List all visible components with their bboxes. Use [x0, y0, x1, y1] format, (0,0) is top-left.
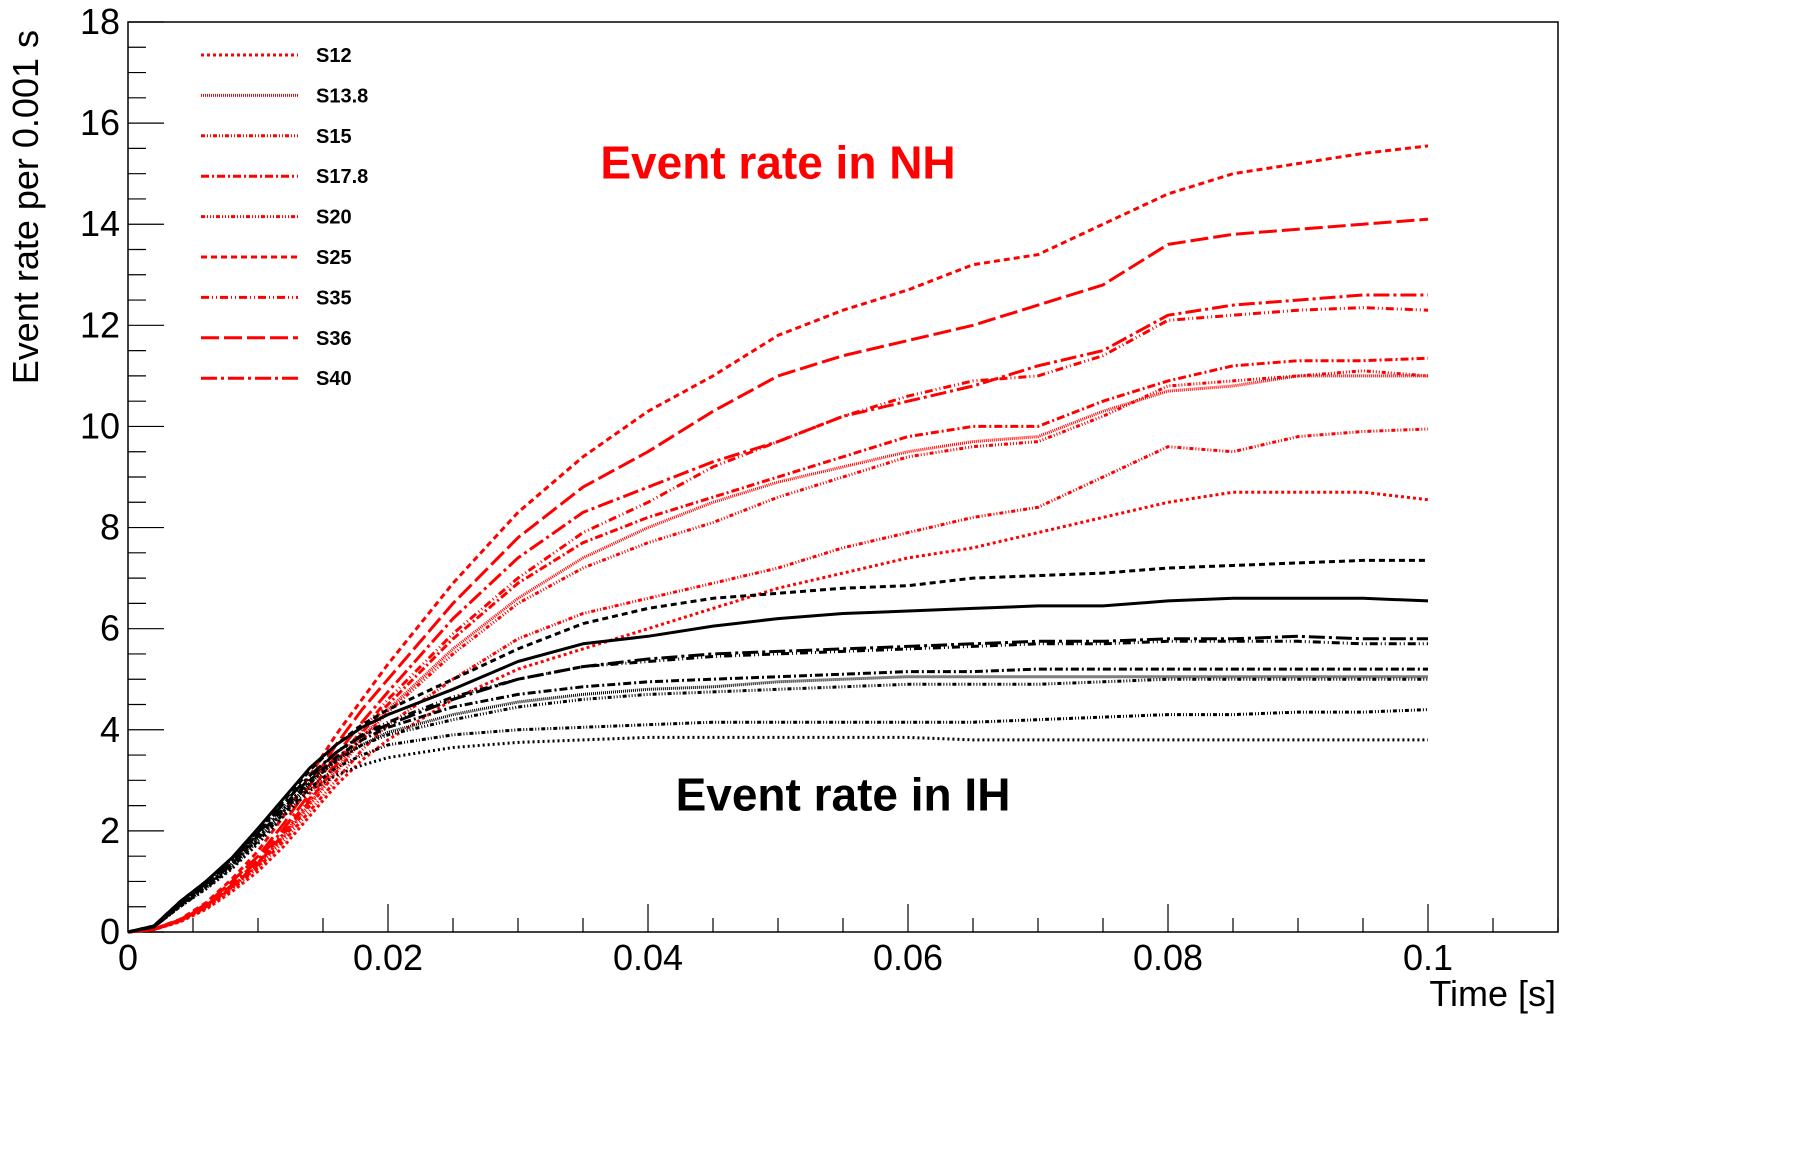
x-tick-label: 0.02 — [353, 937, 423, 978]
x-tick-label: 0.1 — [1403, 937, 1453, 978]
x-tick-label: 0.08 — [1133, 937, 1203, 978]
annotations: Event rate in NH Event rate in IH — [600, 137, 1010, 821]
y-axis-title: Event rate per 0.001 s — [5, 30, 46, 384]
y-tick-label: 16 — [80, 102, 120, 143]
legend-label: S35 — [316, 287, 352, 309]
x-tick-label: 0 — [118, 937, 138, 978]
y-tick-label: 0 — [100, 911, 120, 952]
y-tick-label: 18 — [80, 1, 120, 42]
y-tick-label: 10 — [80, 405, 120, 446]
series-line-nh-s25 — [127, 144, 1429, 934]
series-line-nh-s35 — [127, 306, 1429, 934]
legend-label: S40 — [316, 368, 352, 390]
legend-label: S17.8 — [316, 166, 368, 188]
legend-label: S12 — [316, 45, 352, 67]
series-line-ih-s36 — [127, 596, 1429, 934]
series-layer — [127, 144, 1429, 934]
y-tick-label: 6 — [100, 608, 120, 649]
y-tick-label: 14 — [80, 203, 120, 244]
legend: S12 S13.8 S15 S17.8 S20 S25 S35 S36 S40 — [180, 36, 390, 396]
legend-label: S36 — [316, 328, 352, 350]
annotation-label: Event rate in IH — [676, 769, 1011, 821]
legend-label: S15 — [316, 126, 352, 148]
annotation-label: Event rate in NH — [600, 137, 955, 189]
series-line-nh-s12 — [127, 490, 1429, 934]
series-line-ih-s20 — [127, 677, 1428, 934]
y-tick-label: 8 — [100, 507, 120, 548]
y-tick-label: 2 — [100, 810, 120, 851]
series-line-nh-s15 — [127, 427, 1429, 934]
legend-label: S25 — [316, 247, 352, 269]
y-tick-label: 4 — [100, 709, 120, 750]
y-tick-label: 12 — [80, 304, 120, 345]
y-axis: 0 2 4 6 8 10 12 14 16 18 — [80, 1, 164, 952]
series-line-nh-s40 — [127, 293, 1428, 934]
series-line-nh-s17-8 — [127, 356, 1429, 934]
legend-label: S20 — [316, 207, 352, 229]
series-line-nh-s20 — [127, 369, 1429, 934]
x-axis-title: Time [s] — [1429, 973, 1556, 1014]
series-line-nh-s36 — [127, 217, 1429, 934]
x-tick-label: 0.06 — [873, 937, 943, 978]
x-tick-label: 0.04 — [613, 937, 683, 978]
x-axis: 0 0.02 0.04 0.06 0.08 0.1 — [118, 904, 1559, 978]
legend-label: S13.8 — [316, 85, 368, 107]
series-line-nh-s13-8 — [127, 374, 1428, 934]
series-line-ih-s40 — [127, 634, 1428, 934]
